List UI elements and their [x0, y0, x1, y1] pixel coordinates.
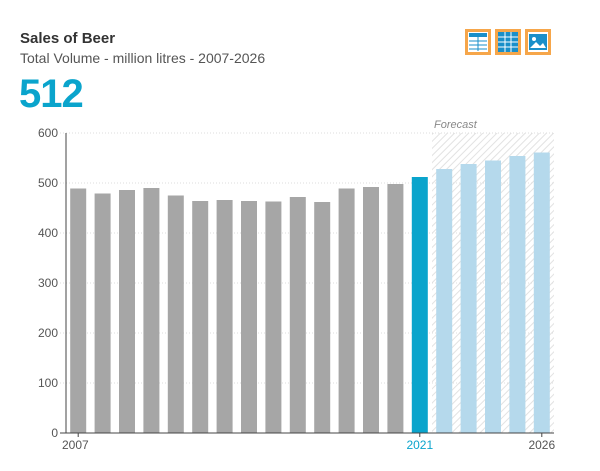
- bar-2023: [460, 164, 477, 433]
- bar-2009: [119, 190, 135, 433]
- bar-2025: [509, 156, 526, 433]
- y-tick-label: 0: [51, 426, 58, 440]
- grid-view-button[interactable]: [495, 29, 521, 55]
- chart-subtitle: Total Volume - million litres - 2007-202…: [20, 50, 266, 66]
- bar-2026: [533, 152, 550, 433]
- y-tick-label: 100: [38, 376, 58, 390]
- bar-2010: [143, 188, 160, 433]
- table-view-icon: [468, 32, 488, 52]
- bar-2018: [338, 188, 355, 433]
- chart-title: Sales of Beer: [20, 30, 116, 47]
- bar-2012: [192, 201, 209, 433]
- view-toolbar: [465, 29, 551, 55]
- bar-2020: [387, 184, 404, 433]
- forecast-label: Forecast: [434, 119, 478, 131]
- axes: 0 100 200 300 400 500 600 2007 2021 2026: [38, 126, 556, 452]
- x-tick-label: 2007: [62, 438, 89, 452]
- bar-2014: [241, 201, 257, 433]
- x-tick-label: 2026: [528, 438, 555, 452]
- bar-2022: [436, 169, 453, 433]
- bar-2021: [411, 177, 428, 433]
- bar-2011: [167, 195, 184, 433]
- bar-2019: [363, 187, 379, 433]
- image-chart-button[interactable]: [525, 29, 551, 55]
- y-tick-label: 300: [38, 276, 58, 290]
- bar-2008: [94, 193, 111, 433]
- y-tick-label: 400: [38, 226, 58, 240]
- y-tick-label: 200: [38, 326, 58, 340]
- bar-2007: [70, 188, 87, 433]
- y-tick-label: 500: [38, 176, 58, 190]
- headline-value: 512: [19, 72, 84, 116]
- bars: [70, 152, 550, 433]
- bar-2015: [265, 201, 282, 433]
- table-view-button[interactable]: [465, 29, 491, 55]
- bar-2016: [289, 197, 306, 433]
- y-tick-label: 600: [38, 126, 58, 140]
- grid-view-icon: [498, 32, 518, 52]
- bar-2024: [485, 160, 501, 433]
- bar-2017: [314, 202, 331, 433]
- x-tick-label: 2021: [406, 438, 433, 452]
- bar-2013: [216, 200, 233, 433]
- image-chart-icon: [528, 32, 548, 52]
